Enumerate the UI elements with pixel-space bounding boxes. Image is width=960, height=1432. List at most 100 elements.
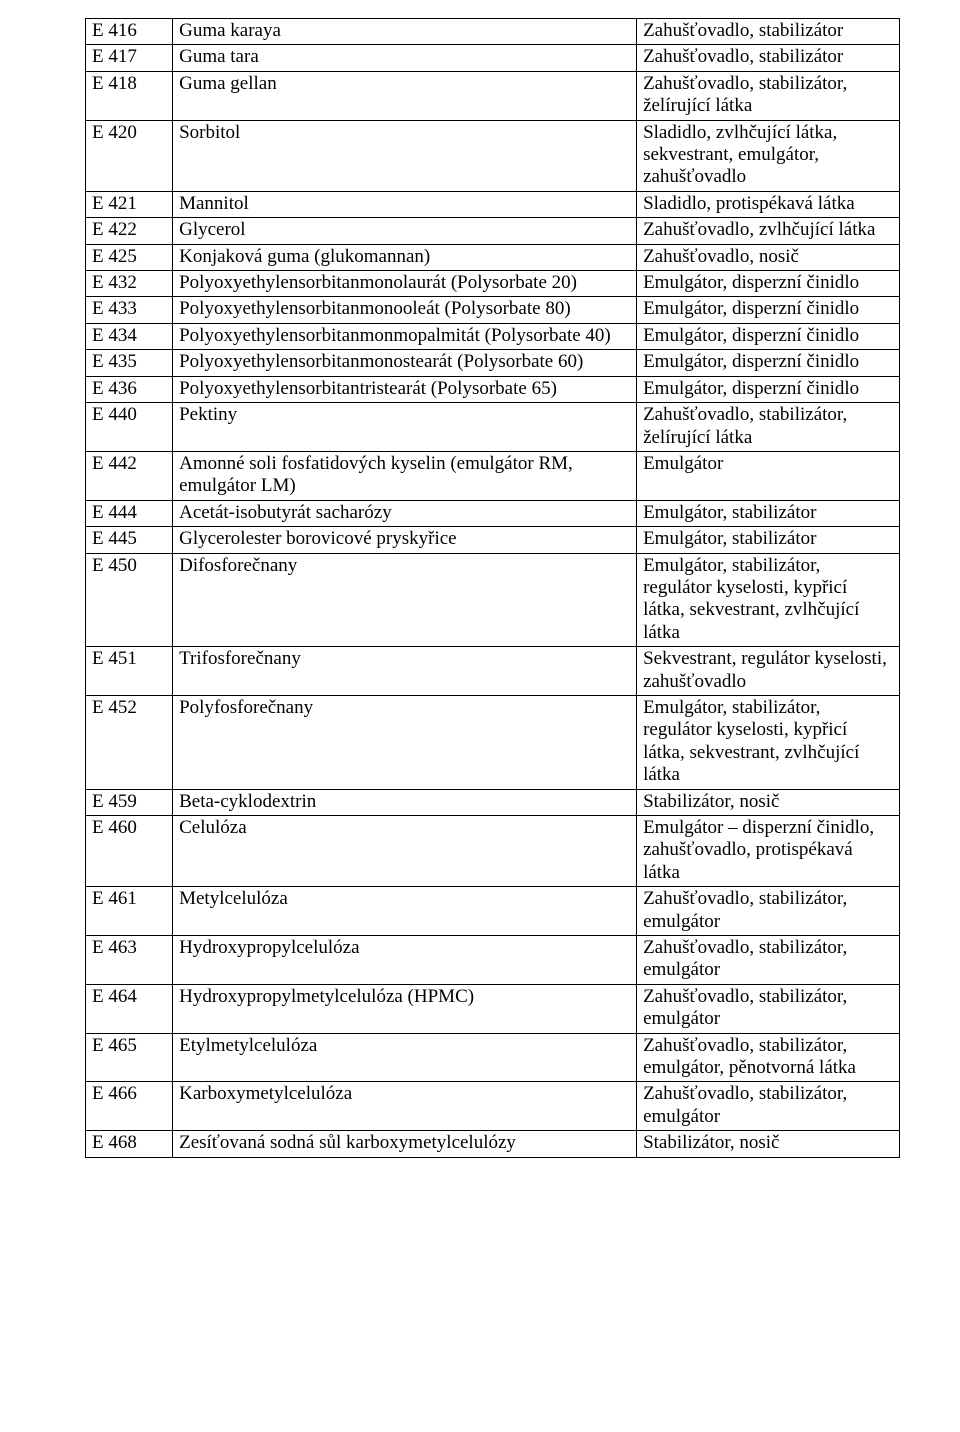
cell-code: E 421 (86, 191, 173, 217)
cell-code: E 466 (86, 1082, 173, 1131)
cell-name: Glycerol (173, 218, 637, 244)
cell-code: E 418 (86, 71, 173, 120)
table-row: E 445Glycerolester borovicové pryskyřice… (86, 527, 900, 553)
additives-table: E 416Guma karayaZahušťovadlo, stabilizát… (85, 18, 900, 1158)
cell-name: Etylmetylcelulóza (173, 1033, 637, 1082)
cell-name: Polyoxyethylensorbitanmonmopalmitát (Pol… (173, 323, 637, 349)
table-row: E 460CelulózaEmulgátor – disperzní činid… (86, 816, 900, 887)
table-row: E 432Polyoxyethylensorbitanmonolaurát (P… (86, 271, 900, 297)
cell-function: Zahušťovadlo, stabilizátor, želírující l… (637, 403, 900, 452)
cell-function: Emulgátor, disperzní činidlo (637, 350, 900, 376)
cell-name: Sorbitol (173, 120, 637, 191)
cell-code: E 450 (86, 553, 173, 647)
cell-function: Emulgátor (637, 451, 900, 500)
cell-name: Konjaková guma (glukomannan) (173, 244, 637, 270)
cell-code: E 420 (86, 120, 173, 191)
cell-code: E 452 (86, 695, 173, 789)
table-row: E 440PektinyZahušťovadlo, stabilizátor, … (86, 403, 900, 452)
cell-function: Zahušťovadlo, stabilizátor, emulgátor (637, 936, 900, 985)
table-row: E 450DifosforečnanyEmulgátor, stabilizát… (86, 553, 900, 647)
table-row: E 425Konjaková guma (glukomannan)Zahušťo… (86, 244, 900, 270)
cell-function: Zahušťovadlo, zvlhčující látka (637, 218, 900, 244)
table-row: E 422GlycerolZahušťovadlo, zvlhčující lá… (86, 218, 900, 244)
cell-code: E 422 (86, 218, 173, 244)
cell-function: Zahušťovadlo, stabilizátor (637, 19, 900, 45)
cell-name: Guma karaya (173, 19, 637, 45)
cell-name: Amonné soli fosfatidových kyselin (emulg… (173, 451, 637, 500)
cell-name: Celulóza (173, 816, 637, 887)
table-row: E 459Beta-cyklodextrinStabilizátor, nosi… (86, 789, 900, 815)
cell-function: Emulgátor, stabilizátor, regulátor kysel… (637, 553, 900, 647)
table-row: E 442Amonné soli fosfatidových kyselin (… (86, 451, 900, 500)
cell-name: Polyoxyethylensorbitanmonooleát (Polysor… (173, 297, 637, 323)
table-row: E 451TrifosforečnanySekvestrant, regulát… (86, 647, 900, 696)
table-row: E 466KarboxymetylcelulózaZahušťovadlo, s… (86, 1082, 900, 1131)
cell-name: Guma gellan (173, 71, 637, 120)
cell-name: Polyoxyethylensorbitanmonostearát (Polys… (173, 350, 637, 376)
cell-function: Zahušťovadlo, stabilizátor, emulgátor, p… (637, 1033, 900, 1082)
cell-code: E 440 (86, 403, 173, 452)
table-row: E 417Guma taraZahušťovadlo, stabilizátor (86, 45, 900, 71)
cell-name: Hydroxypropylcelulóza (173, 936, 637, 985)
cell-code: E 434 (86, 323, 173, 349)
cell-code: E 432 (86, 271, 173, 297)
cell-function: Zahušťovadlo, stabilizátor, emulgátor (637, 984, 900, 1033)
table-row: E 465EtylmetylcelulózaZahušťovadlo, stab… (86, 1033, 900, 1082)
cell-name: Polyfosforečnany (173, 695, 637, 789)
document-page: E 416Guma karayaZahušťovadlo, stabilizát… (0, 0, 960, 1198)
cell-code: E 436 (86, 376, 173, 402)
cell-name: Hydroxypropylmetylcelulóza (HPMC) (173, 984, 637, 1033)
cell-code: E 459 (86, 789, 173, 815)
cell-function: Emulgátor – disperzní činidlo, zahušťova… (637, 816, 900, 887)
table-row: E 468Zesíťovaná sodná sůl karboxymetylce… (86, 1131, 900, 1157)
cell-function: Zahušťovadlo, nosič (637, 244, 900, 270)
cell-function: Emulgátor, disperzní činidlo (637, 297, 900, 323)
table-row: E 434Polyoxyethylensorbitanmonmopalmitát… (86, 323, 900, 349)
cell-name: Glycerolester borovicové pryskyřice (173, 527, 637, 553)
cell-function: Emulgátor, stabilizátor, regulátor kysel… (637, 695, 900, 789)
cell-name: Beta-cyklodextrin (173, 789, 637, 815)
cell-function: Emulgátor, disperzní činidlo (637, 271, 900, 297)
cell-function: Emulgátor, disperzní činidlo (637, 376, 900, 402)
cell-code: E 417 (86, 45, 173, 71)
table-row: E 435Polyoxyethylensorbitanmonostearát (… (86, 350, 900, 376)
cell-function: Zahušťovadlo, stabilizátor (637, 45, 900, 71)
table-row: E 421MannitolSladidlo, protispékavá látk… (86, 191, 900, 217)
table-row: E 464Hydroxypropylmetylcelulóza (HPMC)Za… (86, 984, 900, 1033)
cell-name: Acetát-isobutyrát sacharózy (173, 500, 637, 526)
cell-code: E 416 (86, 19, 173, 45)
cell-function: Zahušťovadlo, stabilizátor, emulgátor (637, 887, 900, 936)
cell-code: E 425 (86, 244, 173, 270)
cell-function: Stabilizátor, nosič (637, 789, 900, 815)
cell-function: Emulgátor, disperzní činidlo (637, 323, 900, 349)
table-row: E 444Acetát-isobutyrát sacharózyEmulgáto… (86, 500, 900, 526)
cell-function: Zahušťovadlo, stabilizátor, emulgátor (637, 1082, 900, 1131)
table-row: E 436Polyoxyethylensorbitantristearát (P… (86, 376, 900, 402)
table-row: E 452PolyfosforečnanyEmulgátor, stabiliz… (86, 695, 900, 789)
cell-code: E 461 (86, 887, 173, 936)
cell-function: Zahušťovadlo, stabilizátor, želírující l… (637, 71, 900, 120)
cell-name: Mannitol (173, 191, 637, 217)
cell-function: Emulgátor, stabilizátor (637, 527, 900, 553)
cell-code: E 451 (86, 647, 173, 696)
cell-function: Sekvestrant, regulátor kyselosti, zahušť… (637, 647, 900, 696)
cell-function: Sladidlo, protispékavá látka (637, 191, 900, 217)
cell-code: E 464 (86, 984, 173, 1033)
cell-code: E 465 (86, 1033, 173, 1082)
cell-name: Difosforečnany (173, 553, 637, 647)
cell-code: E 463 (86, 936, 173, 985)
cell-code: E 460 (86, 816, 173, 887)
cell-code: E 444 (86, 500, 173, 526)
cell-name: Zesíťovaná sodná sůl karboxymetylcelulóz… (173, 1131, 637, 1157)
cell-code: E 435 (86, 350, 173, 376)
cell-name: Polyoxyethylensorbitanmonolaurát (Polyso… (173, 271, 637, 297)
cell-name: Karboxymetylcelulóza (173, 1082, 637, 1131)
cell-name: Polyoxyethylensorbitantristearát (Polyso… (173, 376, 637, 402)
cell-function: Emulgátor, stabilizátor (637, 500, 900, 526)
cell-name: Guma tara (173, 45, 637, 71)
table-row: E 418Guma gellanZahušťovadlo, stabilizát… (86, 71, 900, 120)
cell-name: Pektiny (173, 403, 637, 452)
table-row: E 416Guma karayaZahušťovadlo, stabilizát… (86, 19, 900, 45)
cell-name: Metylcelulóza (173, 887, 637, 936)
cell-code: E 445 (86, 527, 173, 553)
